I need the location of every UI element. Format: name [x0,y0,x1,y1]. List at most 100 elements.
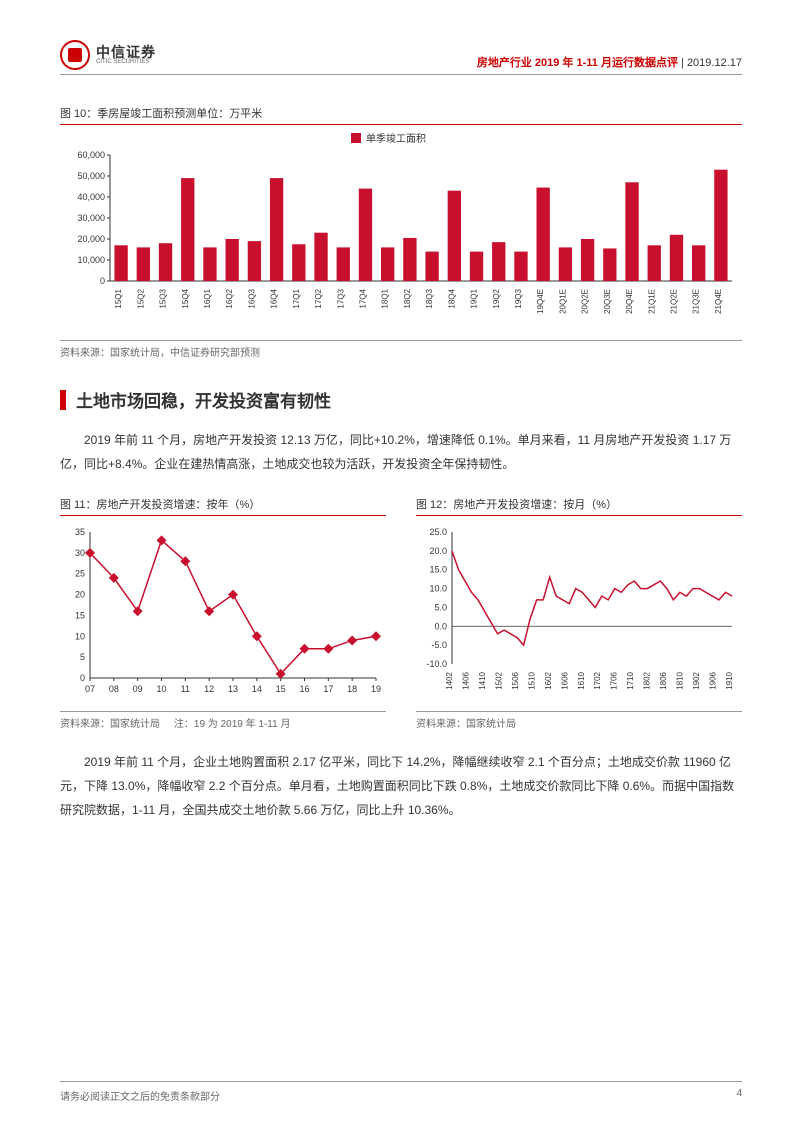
svg-text:0: 0 [80,673,85,683]
svg-text:19Q1: 19Q1 [470,288,479,308]
svg-text:-5.0: -5.0 [431,640,447,650]
chart10-svg: 单季竣工面积010,00020,00030,00040,00050,00060,… [60,131,742,331]
fig11-source-text: 资料来源：国家统计局 [60,719,160,730]
svg-text:16Q4: 16Q4 [270,288,279,308]
svg-text:1406: 1406 [461,671,470,689]
svg-text:1602: 1602 [544,671,553,689]
svg-text:20,000: 20,000 [77,234,105,244]
svg-text:1510: 1510 [527,671,536,689]
svg-text:20.0: 20.0 [429,546,447,556]
svg-text:19: 19 [371,684,381,694]
svg-text:5: 5 [80,652,85,662]
svg-text:16Q2: 16Q2 [225,288,234,308]
disclaimer: 请务必阅读正文之后的免责条款部分 [60,1088,220,1103]
svg-text:16: 16 [299,684,309,694]
svg-text:18Q4: 18Q4 [447,288,456,308]
fig12-title: 图 12：房地产开发投资增速：按月（%） [416,496,742,516]
fig10-title: 图 10：季房屋竣工面积预测单位：万平米 [60,105,742,125]
svg-text:17Q3: 17Q3 [336,288,345,308]
svg-text:21Q4E: 21Q4E [714,289,723,314]
logo-cn: 中信证券 [96,45,156,59]
svg-text:20Q3E: 20Q3E [603,289,612,314]
section-header: 土地市场回稳，开发投资富有韧性 [60,387,742,412]
svg-text:1706: 1706 [610,671,619,689]
svg-text:1802: 1802 [643,671,652,689]
svg-text:1506: 1506 [511,671,520,689]
svg-text:15Q3: 15Q3 [159,288,168,308]
svg-text:11: 11 [181,684,190,694]
two-column-charts: 图 11：房地产开发投资增速：按年（%） 0 5 10 15 20 25 30 35 07 08 0… [60,496,742,730]
svg-text:09: 09 [133,684,143,694]
svg-text:1910: 1910 [725,671,734,689]
fig11-source: 资料来源：国家统计局 注：19 为 2019 年 1-11 月 [60,711,386,730]
svg-text:20Q1E: 20Q1E [558,289,567,314]
section-title: 土地市场回稳，开发投资富有韧性 [76,387,331,412]
svg-text:25.0: 25.0 [429,527,447,537]
figure-10: 图 10：季房屋竣工面积预测单位：万平米 单季竣工面积010,00020,000… [60,105,742,359]
fig11-note: 注：19 为 2019 年 1-11 月 [174,719,291,730]
svg-text:1502: 1502 [494,671,503,689]
svg-text:19Q2: 19Q2 [492,288,501,308]
svg-text:1810: 1810 [676,671,685,689]
svg-text:1610: 1610 [577,671,586,689]
svg-text:17Q1: 17Q1 [292,288,301,308]
svg-text:25: 25 [75,569,85,579]
svg-text:0.0: 0.0 [434,621,447,631]
svg-text:10: 10 [156,684,166,694]
svg-text:13: 13 [228,684,238,694]
svg-text:60,000: 60,000 [77,150,105,160]
svg-text:35: 35 [75,527,85,537]
svg-text:07: 07 [85,684,95,694]
svg-text:15: 15 [75,610,85,620]
svg-text:17Q2: 17Q2 [314,288,323,308]
svg-text:16Q3: 16Q3 [247,288,256,308]
svg-text:16Q1: 16Q1 [203,288,212,308]
svg-text:18Q2: 18Q2 [403,288,412,308]
svg-text:1606: 1606 [560,671,569,689]
svg-text:21Q1E: 21Q1E [647,289,656,314]
svg-text:40,000: 40,000 [77,192,105,202]
svg-text:18Q1: 18Q1 [381,288,390,308]
svg-text:-10.0: -10.0 [426,659,447,669]
svg-text:1410: 1410 [478,671,487,689]
svg-text:12: 12 [204,684,214,694]
svg-text:21Q2E: 21Q2E [669,289,678,314]
svg-text:15Q1: 15Q1 [114,288,123,308]
chart12-svg: -10.0-5.00.05.010.015.020.025.0140214061… [416,522,742,702]
svg-text:10,000: 10,000 [77,255,105,265]
svg-text:0: 0 [100,276,105,286]
paragraph-1: 2019 年前 11 个月，房地产开发投资 12.13 万亿，同比+10.2%，… [60,428,742,476]
svg-text:21Q3E: 21Q3E [692,289,701,314]
svg-text:10: 10 [75,631,85,641]
svg-text:30: 30 [75,548,85,558]
svg-text:20Q2E: 20Q2E [581,289,590,314]
logo-icon [60,40,90,70]
svg-text:1806: 1806 [659,671,668,689]
page-number: 4 [736,1088,742,1103]
doc-date: 2019.12.17 [687,57,742,69]
svg-text:14: 14 [252,684,262,694]
svg-text:30,000: 30,000 [77,213,105,223]
svg-text:17Q4: 17Q4 [358,288,367,308]
svg-text:1902: 1902 [692,671,701,689]
fig11-title: 图 11：房地产开发投资增速：按年（%） [60,496,386,516]
svg-text:18Q3: 18Q3 [425,288,434,308]
svg-text:19Q4E: 19Q4E [536,289,545,314]
svg-text:50,000: 50,000 [77,171,105,181]
figure-11: 图 11：房地产开发投资增速：按年（%） 0 5 10 15 20 25 30 35 07 08 0… [60,496,386,730]
svg-text:1710: 1710 [626,671,635,689]
svg-text:20: 20 [75,590,85,600]
svg-text:19Q3: 19Q3 [514,288,523,308]
page-header: 中信证券 CITIC SECURITIES 房地产行业 2019 年 1-11 … [60,40,742,75]
svg-text:08: 08 [109,684,119,694]
logo: 中信证券 CITIC SECURITIES [60,40,156,70]
footer: 请务必阅读正文之后的免责条款部分 4 [60,1081,742,1103]
header-right: 房地产行业 2019 年 1-11 月运行数据点评 | 2019.12.17 [477,54,742,70]
svg-text:20Q4E: 20Q4E [625,289,634,314]
svg-text:18: 18 [347,684,357,694]
doc-title: 房地产行业 2019 年 1-11 月运行数据点评 [477,57,678,69]
chart11-svg: 0510152025303507080910111213141516171819 [60,522,386,702]
svg-text:1702: 1702 [593,671,602,689]
logo-en: CITIC SECURITIES [96,59,156,65]
svg-text:5.0: 5.0 [434,602,447,612]
